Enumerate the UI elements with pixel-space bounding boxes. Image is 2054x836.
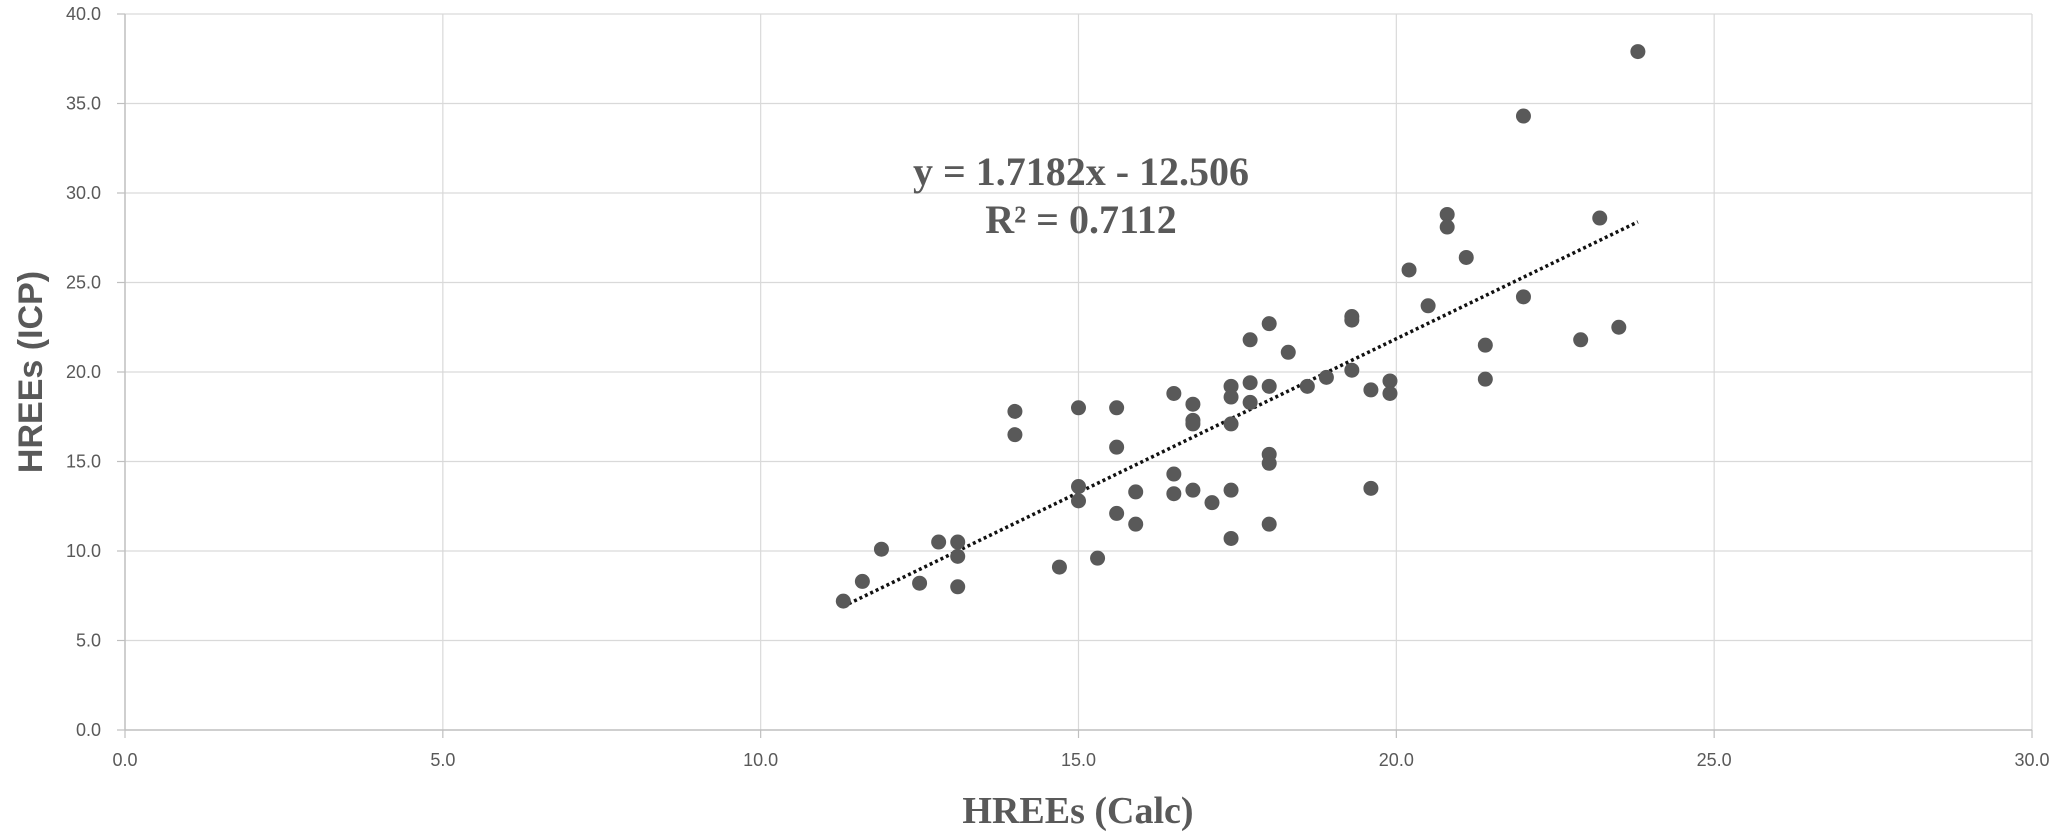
data-point <box>912 575 928 591</box>
trendline <box>842 220 1639 608</box>
data-point <box>1223 530 1239 546</box>
tick-labels: 0.0 5.0 10.0 15.0 20.0 25.0 30.0 35.0 40.0 0.0 5.0… <box>66 4 2050 770</box>
data-point <box>1242 332 1258 348</box>
data-point <box>1573 332 1589 348</box>
y-tick-label: 5.0 <box>76 631 101 651</box>
x-tick-label: 25.0 <box>1697 750 1732 770</box>
x-axis-title: HREEs (Calc) <box>962 790 1193 832</box>
x-tick-label: 5.0 <box>430 750 455 770</box>
data-point <box>1185 416 1201 432</box>
data-point <box>1439 219 1455 235</box>
data-point <box>1299 378 1315 394</box>
gridlines <box>125 13 2033 730</box>
data-point <box>1223 416 1239 432</box>
data-point <box>1109 505 1125 521</box>
data-point <box>950 579 966 595</box>
x-tick-label: 10.0 <box>743 750 778 770</box>
data-point <box>1071 493 1086 509</box>
data-point <box>835 593 851 609</box>
data-point <box>1401 262 1417 278</box>
data-point <box>1223 389 1239 405</box>
y-tick-label: 40.0 <box>66 4 101 24</box>
y-tick-label: 25.0 <box>66 273 101 293</box>
data-point <box>1166 486 1182 502</box>
data-point <box>1630 44 1646 60</box>
data-point <box>931 534 947 550</box>
data-point <box>1109 400 1125 416</box>
data-point <box>1007 403 1023 419</box>
data-point <box>1477 337 1493 353</box>
data-point <box>1261 516 1277 532</box>
data-point <box>1515 289 1531 305</box>
trendline-r-squared: R² = 0.7112 <box>985 197 1176 242</box>
data-point <box>1420 298 1436 314</box>
y-axis-title: HREEs (ICP) <box>12 271 50 473</box>
data-point <box>1261 455 1277 471</box>
data-point <box>1363 382 1379 398</box>
data-point <box>1344 362 1360 378</box>
data-point <box>1261 378 1277 394</box>
data-point <box>1090 550 1106 566</box>
data-point <box>1439 206 1455 222</box>
data-point <box>1223 482 1239 498</box>
data-point <box>1007 427 1023 443</box>
data-point <box>873 541 889 557</box>
data-point <box>1166 466 1182 482</box>
y-tick-label: 35.0 <box>66 94 101 114</box>
x-tick-label: 15.0 <box>1061 750 1096 770</box>
data-point <box>1071 479 1086 495</box>
data-point <box>1344 312 1360 328</box>
data-point <box>854 573 870 589</box>
data-point <box>1477 371 1493 387</box>
x-tick-label: 0.0 <box>112 750 137 770</box>
data-points <box>835 44 1646 609</box>
data-point <box>1382 373 1398 389</box>
trendline-layer <box>842 220 1639 608</box>
data-point <box>950 548 966 564</box>
data-point <box>1223 378 1239 394</box>
data-point <box>1051 559 1067 575</box>
data-point <box>1611 319 1627 335</box>
data-point <box>1242 394 1258 410</box>
y-tick-label: 15.0 <box>66 452 101 472</box>
y-tick-label: 10.0 <box>66 541 101 561</box>
data-point <box>1458 249 1474 265</box>
data-point <box>1382 385 1398 401</box>
data-point <box>1185 396 1201 412</box>
data-point <box>1515 108 1531 124</box>
data-point <box>1166 385 1182 401</box>
data-point <box>1280 344 1296 360</box>
data-point <box>1363 480 1379 496</box>
data-point <box>1318 369 1334 385</box>
labels: y = 1.7182x - 12.506 R² = 0.7112 HREEs (… <box>12 149 1249 832</box>
data-point <box>1592 210 1608 226</box>
data-point <box>1109 439 1125 455</box>
trendline-equation: y = 1.7182x - 12.506 <box>913 149 1249 194</box>
axes <box>117 13 2033 738</box>
y-tick-label: 0.0 <box>76 720 101 740</box>
data-point <box>950 534 966 550</box>
data-point <box>1185 482 1201 498</box>
data-point <box>1128 516 1144 532</box>
data-point <box>1071 400 1086 416</box>
x-tick-label: 20.0 <box>1379 750 1414 770</box>
y-tick-label: 20.0 <box>66 362 101 382</box>
x-tick-label: 30.0 <box>2014 750 2049 770</box>
data-point <box>1261 316 1277 332</box>
data-point <box>1128 484 1144 500</box>
y-tick-label: 30.0 <box>66 183 101 203</box>
data-point <box>1204 495 1220 511</box>
data-point <box>1242 375 1258 391</box>
